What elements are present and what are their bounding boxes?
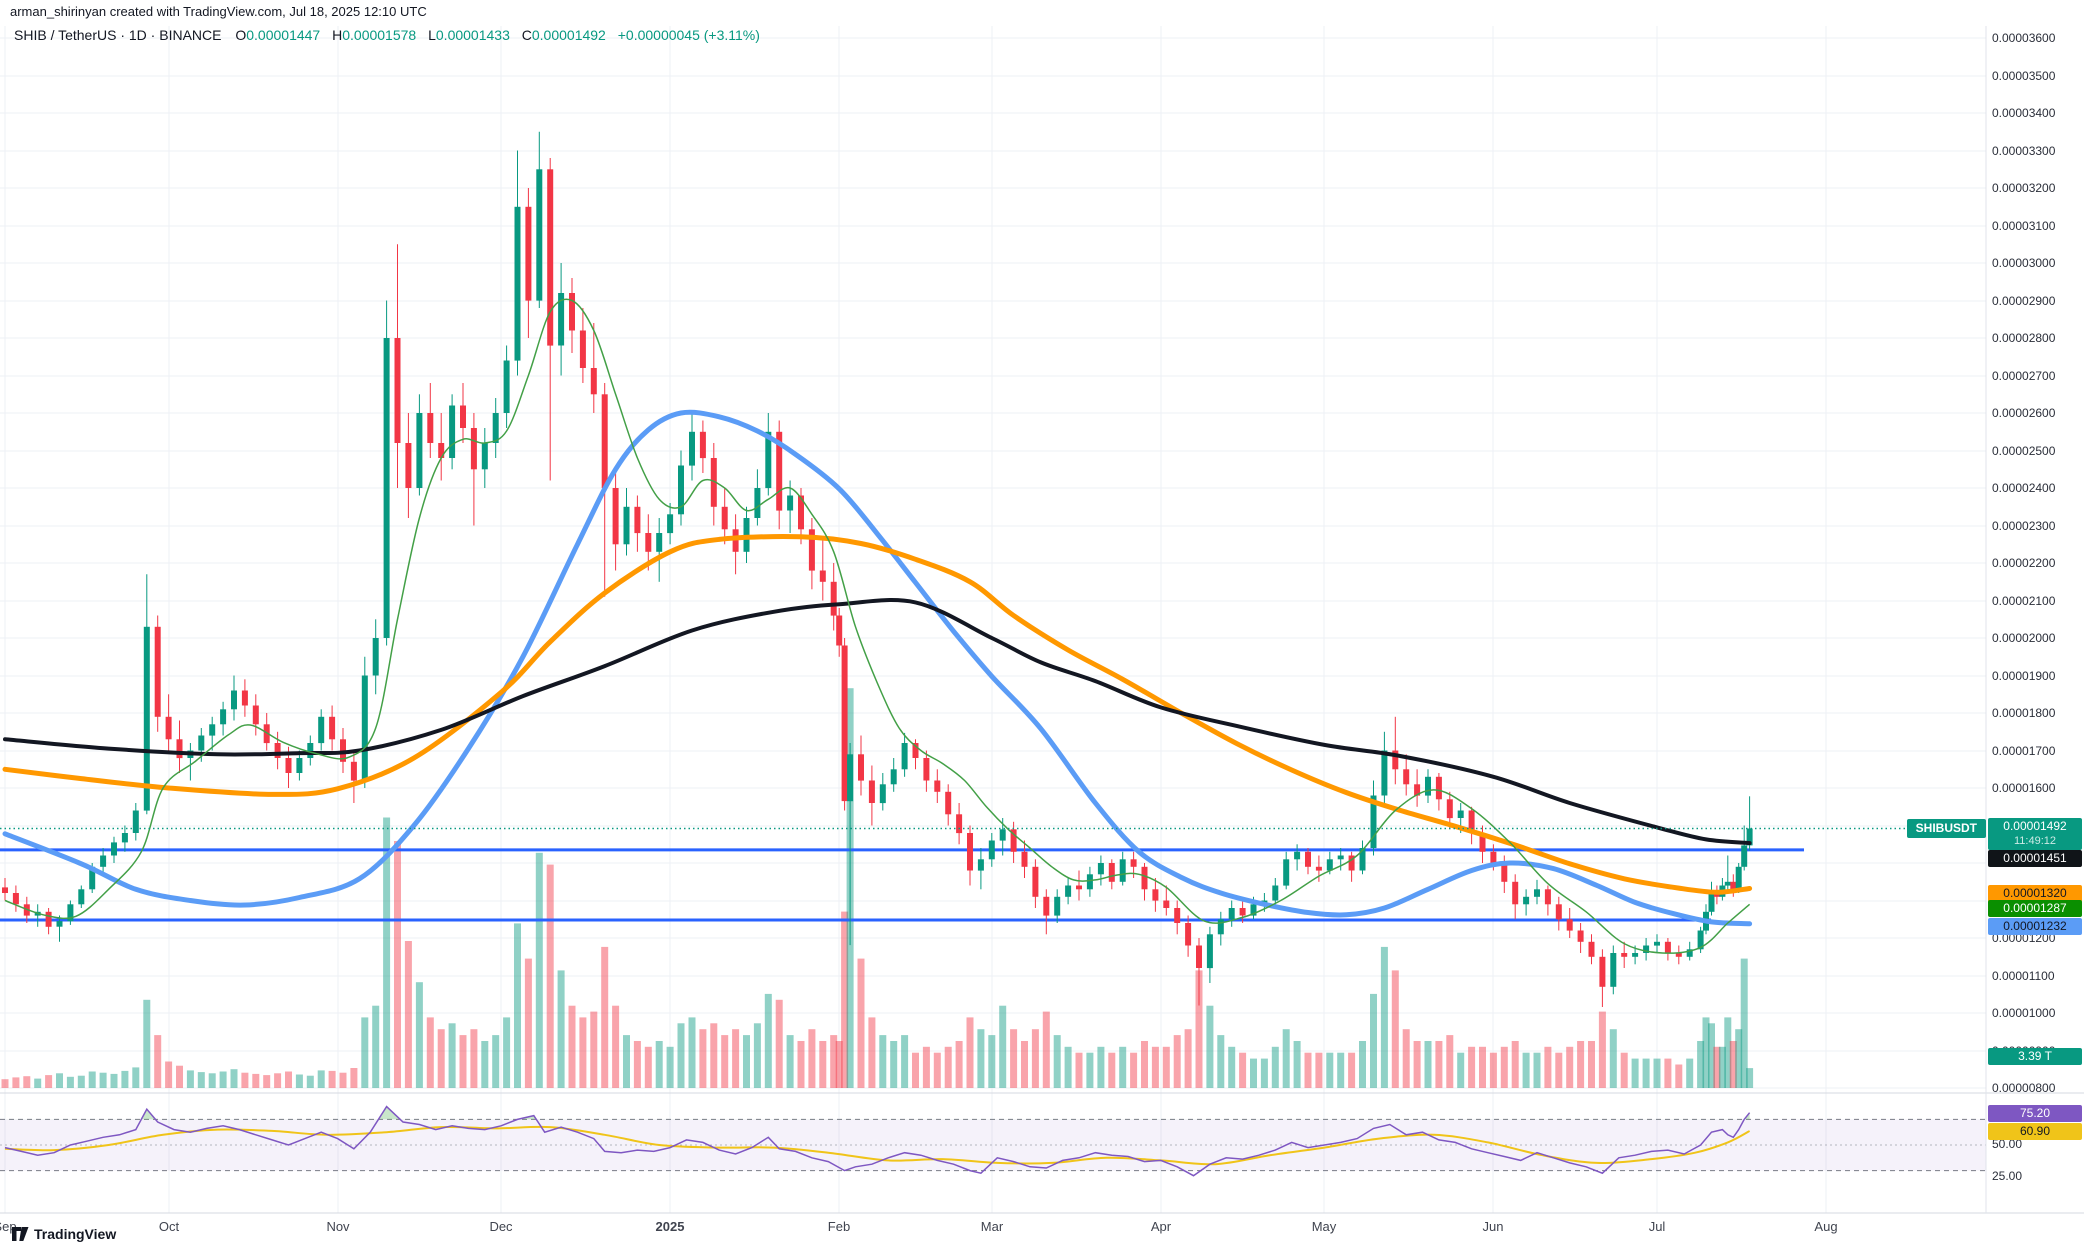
ma-black-price-badge: 0.00001451: [1988, 850, 2082, 867]
open-label: O: [235, 27, 247, 43]
price-tick-label: 0.00002000: [1992, 631, 2056, 645]
high-value: 0.00001578: [342, 27, 417, 43]
rsi-pane: [4, 1105, 1751, 1177]
time-axis-label: Jun: [1482, 1219, 1504, 1234]
price-tick-label: 0.00002700: [1992, 368, 2056, 383]
candles-layer: [2, 131, 1753, 1007]
tradingview-logo-text: TradingView: [34, 1226, 117, 1242]
price-tick-label: 0.00003500: [1992, 68, 2056, 83]
price-tick-label: 0.00003400: [1992, 106, 2056, 120]
volume-value-badge: 3.39 T: [1988, 1048, 2082, 1065]
grid-layer: [0, 26, 1986, 1213]
open-value: 0.00001447: [246, 27, 321, 43]
close-label: C: [521, 27, 532, 43]
price-tick-label: 0.00000800: [1992, 1081, 2056, 1095]
last-price-value: 0.00001492: [2003, 819, 2067, 833]
ma-blue-line: [2, 409, 1753, 927]
high-label: H: [332, 27, 343, 43]
support-resistance-rays[interactable]: [0, 848, 1804, 922]
symbol-title[interactable]: SHIB / TetherUS · 1D · BINANCE: [14, 27, 222, 43]
price-tick-label: 0.00001000: [1992, 1006, 2056, 1020]
symbol-flag-badge: SHIBUSDT: [1906, 819, 1986, 838]
rsi-tick-25: 25.00: [1992, 1169, 2023, 1183]
price-tick-label: 0.00002800: [1992, 331, 2056, 345]
rsi-line: [4, 1105, 1751, 1177]
price-tick-label: 0.00003000: [1992, 256, 2056, 270]
price-tick-label: 0.00003300: [1992, 143, 2056, 158]
price-tick-label: 0.00002900: [1992, 293, 2056, 308]
ma-orange-price-badge: 0.00001320: [1988, 885, 2082, 902]
low-label: L: [428, 27, 436, 43]
tradingview-logo-icon: [12, 1227, 29, 1241]
rsi-tick-50: 50.00: [1992, 1137, 2023, 1151]
price-tick-label: 0.00002400: [1992, 481, 2056, 495]
volume-layer: [1, 688, 1754, 1088]
price-tick-label: 0.00002600: [1992, 406, 2056, 420]
attribution-text: arman_shirinyan created with TradingView…: [10, 4, 427, 19]
price-tick-label: 0.00002200: [1992, 556, 2056, 570]
close-value: 0.00001492: [531, 27, 606, 43]
time-axis-label: Apr: [1150, 1219, 1172, 1234]
price-tick-label: 0.00002100: [1992, 593, 2056, 608]
ma-blue-price-badge: 0.00001232: [1988, 918, 2082, 935]
price-tick-label: 0.00001700: [1992, 743, 2056, 758]
rsi-ma-line: [4, 1125, 1751, 1166]
bar-countdown: 11:49:12: [2013, 835, 2056, 847]
pane-separators[interactable]: [0, 26, 2084, 1214]
time-axis-label: May: [1311, 1219, 1337, 1234]
time-axis-label: Oct: [158, 1219, 180, 1234]
rsi-value-badge: 75.20: [1988, 1105, 2082, 1122]
price-tick-label: 0.00003100: [1992, 218, 2056, 233]
time-axis-label: Dec: [489, 1219, 513, 1234]
moving-averages: [2, 298, 1753, 954]
rsi-ma-value-badge: 60.90: [1988, 1123, 2082, 1140]
low-value: 0.00001433: [435, 27, 510, 43]
time-axis-label: Jul: [1648, 1219, 1666, 1234]
time-axis-label: Aug: [1814, 1219, 1838, 1234]
ma-green-line: [4, 298, 1751, 954]
time-axis-label: 2025: [655, 1219, 685, 1234]
price-tick-label: 0.00003600: [1992, 31, 2056, 45]
price-tick-label: 0.00001600: [1992, 781, 2056, 795]
last-price-badge: 0.00001492 11:49:12: [1988, 818, 2082, 850]
time-axis-label: Mar: [980, 1219, 1004, 1234]
price-tick-label: 0.00001800: [1992, 706, 2056, 720]
change-value: +0.00000045 (+3.11%): [617, 27, 760, 43]
price-tick-label: 0.00001100: [1992, 968, 2055, 983]
price-tick-label: 0.00002300: [1992, 518, 2056, 533]
time-axis-label: Nov: [326, 1219, 350, 1234]
symbol-info-bar[interactable]: SHIB / TetherUS · 1D · BINANCE O0.000014…: [14, 27, 760, 43]
time-axis-label: Feb: [827, 1219, 851, 1234]
tradingview-logo[interactable]: TradingView: [12, 1226, 116, 1242]
price-tick-label: 0.00003200: [1992, 181, 2056, 195]
ma-green-price-badge: 0.00001287: [1988, 900, 2082, 917]
price-tick-label: 0.00002500: [1992, 443, 2056, 458]
ma-black-line: [3, 598, 1752, 846]
price-tick-label: 0.00001900: [1992, 668, 2056, 683]
